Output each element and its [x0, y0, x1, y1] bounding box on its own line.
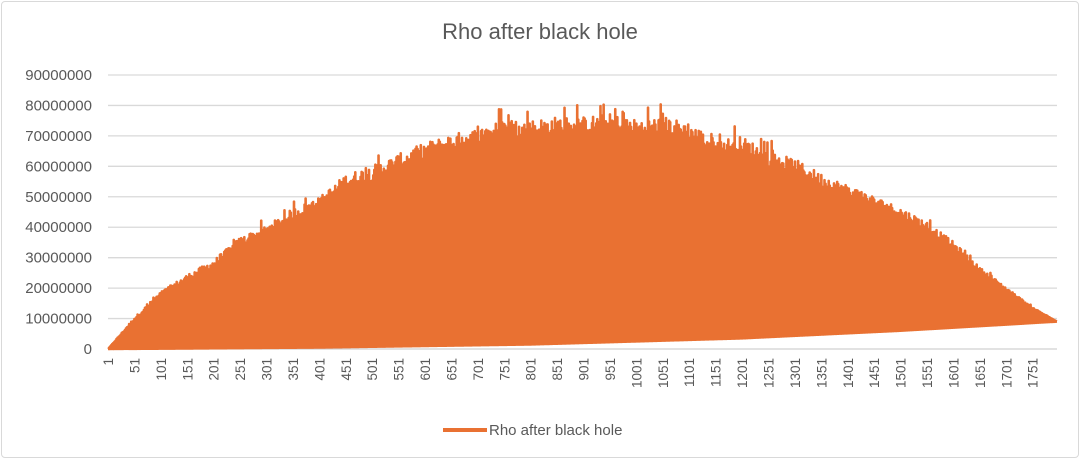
- x-tick-label: 901: [577, 358, 592, 381]
- x-tick-label: 251: [233, 358, 248, 381]
- x-tick-label: 1751: [1026, 358, 1041, 388]
- x-tick-label: 1001: [629, 358, 644, 388]
- legend-label: Rho after black hole: [489, 422, 622, 439]
- y-tick-label: 80000000: [25, 97, 92, 114]
- x-tick-label: 551: [392, 358, 407, 381]
- x-tick-label: 751: [497, 358, 512, 381]
- x-tick-label: 101: [154, 358, 169, 381]
- x-tick-label: 1151: [709, 358, 724, 387]
- x-tick-label: 1501: [894, 358, 909, 388]
- x-tick-label: 1251: [761, 358, 776, 388]
- y-tick-label: 10000000: [25, 311, 92, 328]
- x-axis-ticks: 1 51 101 151 201 251 301 351 401 451 501 551 601 651 7…: [101, 358, 1041, 388]
- x-tick-label: 1351: [814, 358, 829, 388]
- y-tick-label: 70000000: [25, 128, 92, 145]
- y-tick-label: 30000000: [25, 250, 92, 267]
- y-tick-label: 40000000: [25, 219, 92, 236]
- x-tick-label: 1551: [920, 358, 935, 388]
- series-line: [107, 103, 1058, 351]
- x-tick-label: 1051: [656, 358, 671, 388]
- y-tick-label: 90000000: [25, 67, 92, 84]
- x-tick-label: 951: [603, 358, 618, 381]
- x-tick-label: 1301: [788, 358, 803, 388]
- x-tick-label: 851: [550, 358, 565, 381]
- x-tick-label: 351: [286, 358, 301, 381]
- x-tick-label: 501: [365, 358, 380, 381]
- y-axis-ticks: 0 10000000 20000000 30000000 40000000 5000000…: [25, 67, 92, 358]
- x-tick-label: 201: [207, 358, 222, 381]
- x-tick-label: 651: [444, 358, 459, 381]
- x-tick-label: 1601: [946, 358, 961, 388]
- x-tick-label: 301: [260, 358, 275, 381]
- y-tick-label: 0: [84, 341, 92, 358]
- series-group: [107, 103, 1058, 351]
- x-tick-label: 1101: [682, 358, 697, 387]
- y-tick-label: 50000000: [25, 189, 92, 206]
- x-tick-label: 601: [418, 358, 433, 381]
- x-tick-label: 1451: [867, 358, 882, 388]
- x-tick-label: 801: [524, 358, 539, 381]
- x-tick-label: 1701: [999, 358, 1014, 388]
- x-tick-label: 451: [339, 358, 354, 381]
- y-tick-label: 20000000: [25, 280, 92, 297]
- chart-title: Rho after black hole: [442, 19, 638, 44]
- x-tick-label: 1201: [735, 358, 750, 388]
- x-tick-label: 701: [471, 358, 486, 381]
- x-tick-label: 401: [312, 358, 327, 381]
- x-tick-label: 51: [127, 358, 142, 373]
- x-tick-label: 1: [101, 358, 116, 366]
- x-tick-label: 151: [180, 358, 195, 381]
- x-tick-label: 1651: [973, 358, 988, 388]
- y-tick-label: 60000000: [25, 158, 92, 175]
- legend: Rho after black hole: [443, 422, 622, 439]
- x-tick-label: 1401: [841, 358, 856, 388]
